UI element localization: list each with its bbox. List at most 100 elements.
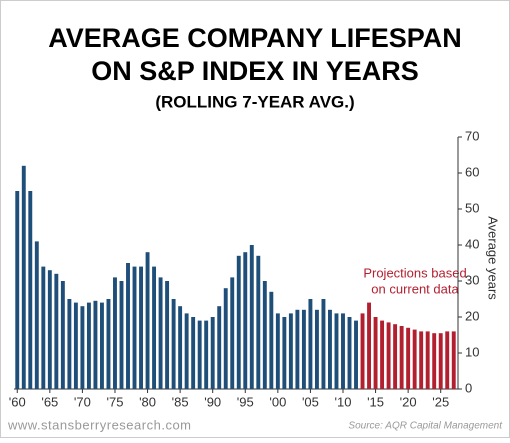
x-tick-label: '75 <box>107 394 124 409</box>
bar <box>21 165 26 389</box>
y-tick-label: 50 <box>465 200 479 215</box>
bar <box>113 277 117 389</box>
y-tick-label: 20 <box>465 308 479 323</box>
bar <box>93 300 98 389</box>
y-tick-label: 70 <box>465 128 479 143</box>
y-tick-label: 60 <box>465 164 479 179</box>
x-tick-label: '60 <box>9 394 26 409</box>
x-tick-label: '65 <box>41 394 58 409</box>
bar <box>178 306 183 389</box>
bar <box>28 191 33 389</box>
bar <box>386 322 391 389</box>
x-tick-label: '05 <box>302 394 319 409</box>
annotation: Projections based <box>363 265 466 280</box>
bar <box>86 302 91 389</box>
bar <box>282 317 287 389</box>
bar <box>269 291 274 389</box>
bar <box>80 306 85 389</box>
bar <box>106 299 111 389</box>
bar <box>295 309 300 389</box>
bar <box>256 255 261 389</box>
x-tick-label: '90 <box>204 394 221 409</box>
bar <box>354 320 358 389</box>
bar <box>399 326 404 389</box>
chart-subtitle: (ROLLING 7-YEAR AVG.) <box>155 92 354 111</box>
bar <box>314 309 319 389</box>
bar <box>197 320 202 389</box>
bar <box>230 277 235 389</box>
bar <box>165 281 170 389</box>
y-tick-label: 30 <box>465 272 479 287</box>
bar <box>119 281 124 389</box>
y-axis-label: Average years <box>486 216 501 300</box>
bar <box>380 320 385 389</box>
bar <box>334 313 339 389</box>
bar <box>47 270 52 389</box>
bar <box>41 266 46 389</box>
bar <box>217 306 222 389</box>
footer-right: Source: AQR Capital Management <box>348 421 503 432</box>
bar <box>152 266 157 389</box>
bar <box>301 309 306 389</box>
bar <box>223 288 228 389</box>
bar <box>288 313 293 389</box>
y-tick-label: 10 <box>465 344 479 359</box>
bar <box>67 299 72 389</box>
bar <box>328 309 332 389</box>
bar <box>347 317 352 389</box>
x-tick-label: '20 <box>400 394 417 409</box>
bar <box>373 317 378 389</box>
bar <box>204 320 209 389</box>
bar <box>210 317 215 389</box>
bar <box>425 331 430 389</box>
bar <box>184 313 189 389</box>
x-tick-label: '85 <box>172 394 189 409</box>
bar <box>34 241 39 389</box>
bar <box>132 266 137 389</box>
x-tick-label: '25 <box>432 394 449 409</box>
bar <box>308 299 313 389</box>
bar <box>367 302 372 389</box>
bar <box>139 266 143 389</box>
bar <box>445 331 450 389</box>
bar <box>275 313 280 389</box>
bar <box>438 333 443 389</box>
bar <box>145 252 150 389</box>
chart-title: AVERAGE COMPANY LIFESPAN <box>48 23 462 53</box>
y-tick-label: 0 <box>465 380 472 395</box>
bar <box>158 277 163 389</box>
bar <box>15 191 20 389</box>
x-tick-label: '70 <box>74 394 91 409</box>
footer-left: www.stansberryresearch.com <box>7 417 192 432</box>
x-tick-label: '15 <box>367 394 384 409</box>
x-tick-label: '80 <box>139 394 156 409</box>
bar <box>73 302 78 389</box>
bar <box>406 327 411 389</box>
bar <box>393 324 398 389</box>
bar <box>236 255 241 389</box>
bar <box>243 252 248 389</box>
bar <box>432 333 437 389</box>
bar <box>321 299 326 389</box>
bar <box>249 245 254 389</box>
bar <box>191 317 196 389</box>
bar <box>60 281 65 389</box>
bar <box>419 331 424 389</box>
bar <box>171 299 176 389</box>
x-tick-label: '95 <box>237 394 254 409</box>
x-tick-label: '00 <box>269 394 286 409</box>
bar <box>412 329 417 389</box>
bar <box>360 313 365 389</box>
bar <box>126 263 130 389</box>
bar <box>262 281 267 389</box>
bar <box>99 302 104 389</box>
annotation: on current data <box>371 281 459 296</box>
chart-title: ON S&P INDEX IN YEARS <box>91 56 419 86</box>
bar <box>341 313 345 389</box>
x-tick-label: '10 <box>335 394 352 409</box>
bar <box>54 273 59 389</box>
y-tick-label: 40 <box>465 236 479 251</box>
bar <box>451 331 456 389</box>
